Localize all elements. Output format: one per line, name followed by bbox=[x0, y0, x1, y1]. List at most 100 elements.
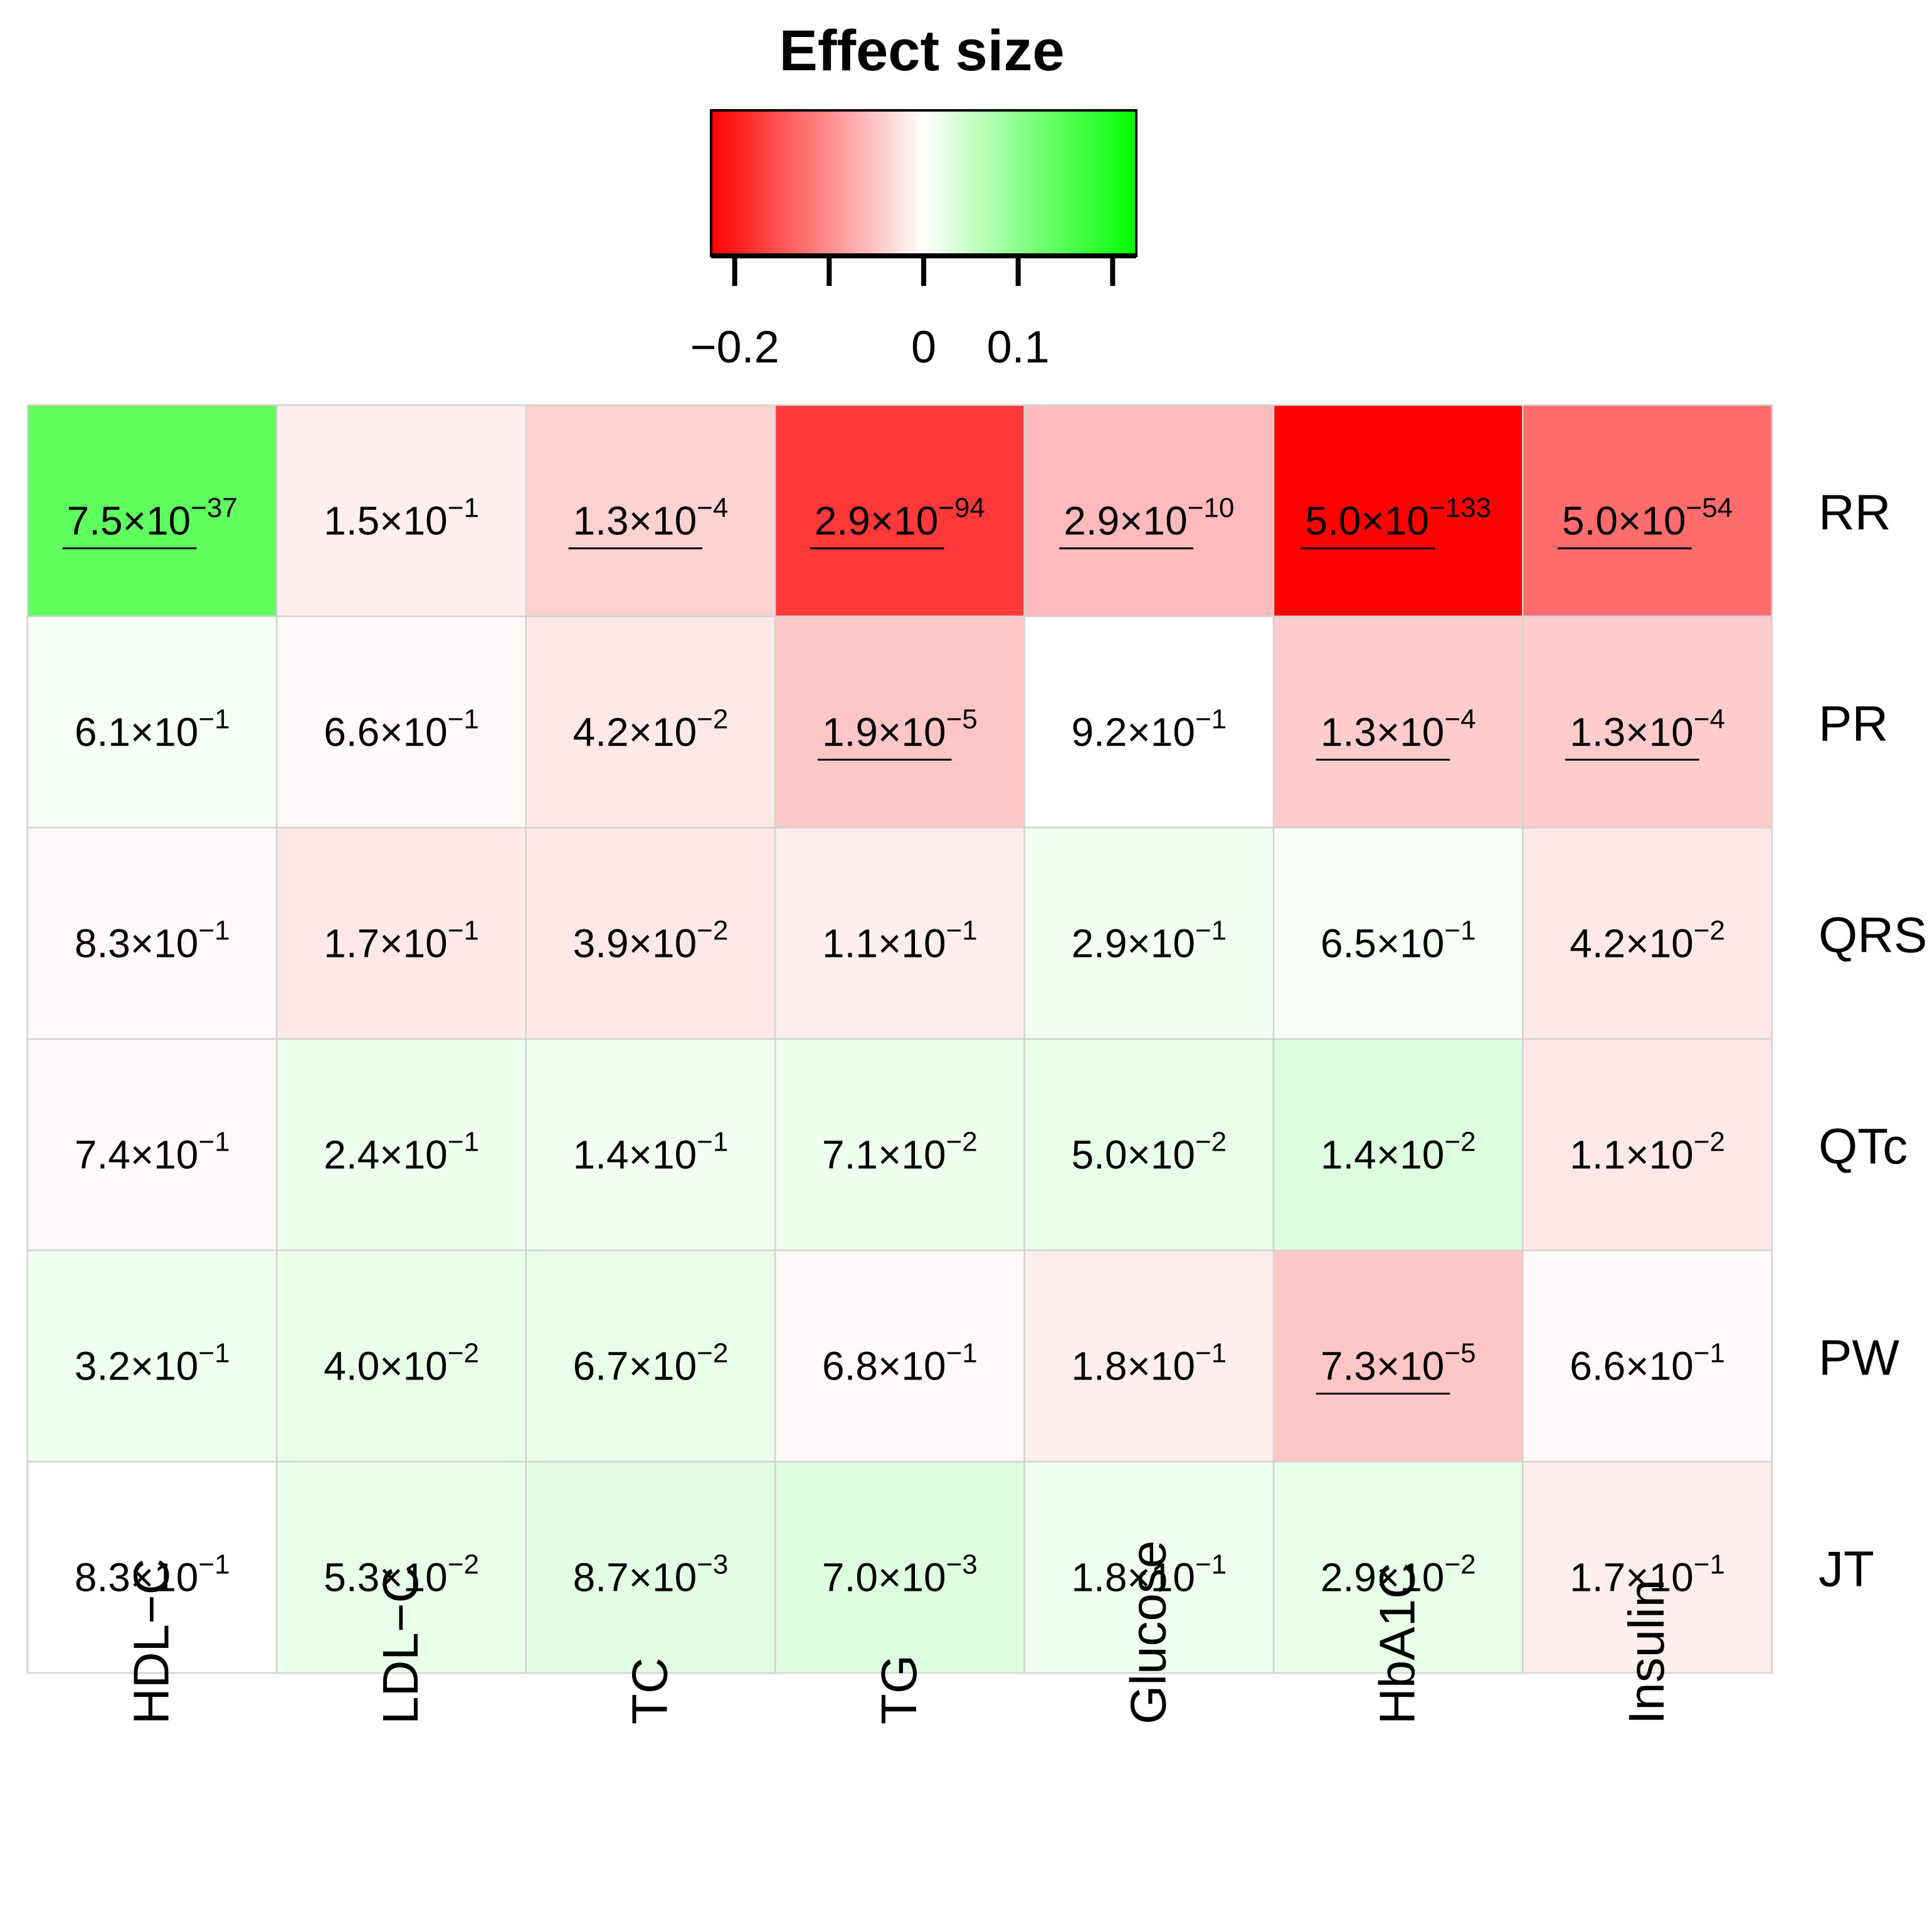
p-value-base: 3.9×10 bbox=[573, 921, 697, 966]
heatmap-cell-fill bbox=[774, 615, 1025, 829]
p-value-base: 1.4×10 bbox=[573, 1132, 697, 1178]
p-value-label: 2.9×10−10 bbox=[1064, 493, 1234, 544]
p-value-exponent: −94 bbox=[938, 493, 985, 524]
p-value-exponent: −1 bbox=[448, 1127, 479, 1158]
heatmap-cell: 1.3×10−4 bbox=[525, 404, 776, 618]
p-value-base: 5.0×10 bbox=[1305, 499, 1429, 544]
p-value-label: 7.5×10−37 bbox=[67, 493, 238, 544]
p-value-exponent: −1 bbox=[448, 704, 479, 735]
p-value-label: 4.2×10−2 bbox=[1570, 915, 1725, 966]
heatmap-cell-fill bbox=[774, 404, 1025, 618]
p-value-exponent: −1 bbox=[448, 493, 479, 524]
row-labels: RR PR QRS QTc PW JT bbox=[1819, 485, 1927, 1597]
p-value-exponent: −4 bbox=[1694, 704, 1725, 735]
heatmap-cell: 1.1×10−2 bbox=[1522, 1038, 1773, 1252]
heatmap-cell: 6.7×10−2 bbox=[525, 1249, 776, 1463]
heatmap-cell: 5.3×10−2 bbox=[276, 1460, 527, 1674]
heatmap-cell-fill bbox=[774, 1038, 1025, 1252]
p-value-base: 1.3×10 bbox=[1570, 710, 1694, 755]
p-value-label: 7.3×10−5 bbox=[1321, 1338, 1476, 1389]
p-value-base: 1.5×10 bbox=[324, 499, 448, 544]
p-value-base: 6.1×10 bbox=[75, 710, 199, 755]
heatmap-cell: 1.1×10−1 bbox=[774, 826, 1025, 1040]
p-value-base: 1.7×10 bbox=[324, 921, 448, 966]
heatmap-cell: 8.3×10−1 bbox=[26, 826, 278, 1040]
heatmap-cell-fill bbox=[1272, 615, 1524, 829]
p-value-exponent: −2 bbox=[448, 1549, 479, 1580]
heatmap-cell-fill bbox=[1272, 1249, 1524, 1463]
p-value-exponent: −1 bbox=[1694, 1549, 1725, 1580]
row-label: QTc bbox=[1819, 1119, 1908, 1174]
legend-color-bar bbox=[710, 109, 1138, 257]
p-value-base: 2.9×10 bbox=[1071, 921, 1195, 966]
p-value-base: 1.8×10 bbox=[1071, 1344, 1195, 1389]
heatmap-cell: 7.1×10−2 bbox=[774, 1038, 1025, 1252]
p-value-label: 5.0×10−133 bbox=[1305, 493, 1491, 544]
p-value-base: 6.7×10 bbox=[573, 1344, 697, 1389]
heatmap-cell-fill bbox=[774, 826, 1025, 1040]
p-value-base: 2.9×10 bbox=[1064, 499, 1188, 544]
p-value-exponent: −54 bbox=[1686, 493, 1733, 524]
p-value-base: 1.3×10 bbox=[573, 499, 697, 544]
column-label: TC bbox=[622, 1657, 678, 1724]
column-label: Insulin bbox=[1618, 1580, 1674, 1724]
heatmap-cell: 1.8×10−1 bbox=[1023, 1249, 1275, 1463]
heatmap-cell: 7.5×10−37 bbox=[26, 404, 278, 618]
p-value-exponent: −1 bbox=[1195, 1338, 1227, 1369]
p-value-label: 1.4×10−2 bbox=[1321, 1127, 1476, 1178]
p-value-exponent: −3 bbox=[697, 1549, 728, 1580]
heatmap-cell: 1.3×10−4 bbox=[1272, 615, 1524, 829]
p-value-label: 2.9×10−94 bbox=[815, 493, 985, 544]
p-value-base: 5.0×10 bbox=[1071, 1132, 1195, 1178]
heatmap-cell: 1.8×10−1 bbox=[1023, 1460, 1275, 1674]
heatmap-cell-fill bbox=[1522, 1460, 1773, 1674]
p-value-base: 7.5×10 bbox=[67, 499, 191, 544]
p-value-exponent: −2 bbox=[946, 1127, 978, 1158]
heatmap-cell-fill bbox=[26, 1460, 278, 1674]
heatmap-cell: 1.7×10−1 bbox=[1522, 1460, 1773, 1674]
p-value-label: 3.9×10−2 bbox=[573, 915, 729, 966]
heatmap-cell: 5.0×10−2 bbox=[1023, 1038, 1275, 1252]
heatmap-cell: 1.3×10−4 bbox=[1522, 615, 1773, 829]
heatmap-cell: 1.5×10−1 bbox=[276, 404, 527, 618]
p-value-label: 1.5×10−1 bbox=[324, 493, 479, 544]
p-value-label: 1.7×10−1 bbox=[324, 915, 479, 966]
heatmap-cell-fill bbox=[26, 826, 278, 1040]
p-value-label: 7.0×10−3 bbox=[822, 1549, 978, 1600]
heatmap-cell-fill bbox=[525, 1249, 776, 1463]
legend-tick-label: 0 bbox=[911, 322, 936, 372]
heatmap-cell: 1.4×10−1 bbox=[525, 1038, 776, 1252]
p-value-base: 7.0×10 bbox=[822, 1555, 946, 1600]
heatmap-cell: 6.6×10−1 bbox=[276, 615, 527, 829]
p-value-exponent: −2 bbox=[697, 704, 728, 735]
heatmap-cell: 7.0×10−3 bbox=[774, 1460, 1025, 1674]
p-value-base: 1.8×10 bbox=[1071, 1555, 1195, 1600]
p-value-base: 1.9×10 bbox=[822, 710, 946, 755]
p-value-label: 1.4×10−1 bbox=[573, 1127, 729, 1178]
p-value-label: 2.4×10−1 bbox=[324, 1127, 479, 1178]
p-value-exponent: −1 bbox=[697, 1127, 728, 1158]
heatmap-cell: 2.9×10−2 bbox=[1272, 1460, 1524, 1674]
heatmap-cell-fill bbox=[1272, 1460, 1524, 1674]
p-value-exponent: −1 bbox=[1195, 915, 1227, 946]
p-value-base: 1.3×10 bbox=[1321, 710, 1445, 755]
heatmap-cell: 6.5×10−1 bbox=[1272, 826, 1524, 1040]
heatmap-cell: 3.2×10−1 bbox=[26, 1249, 278, 1463]
p-value-label: 5.3×10−2 bbox=[324, 1549, 479, 1600]
row-label: PR bbox=[1819, 696, 1888, 752]
heatmap-cell-fill bbox=[774, 1460, 1025, 1674]
p-value-base: 1.1×10 bbox=[822, 921, 946, 966]
p-value-exponent: −4 bbox=[697, 493, 728, 524]
p-value-base: 2.9×10 bbox=[815, 499, 939, 544]
heatmap-cell: 1.4×10−2 bbox=[1272, 1038, 1524, 1252]
p-value-exponent: −1 bbox=[198, 1549, 230, 1580]
p-value-base: 7.4×10 bbox=[75, 1132, 199, 1178]
p-value-label: 6.8×10−1 bbox=[822, 1338, 978, 1389]
column-label: TG bbox=[871, 1655, 927, 1724]
p-value-exponent: −2 bbox=[448, 1338, 479, 1369]
heatmap-cell-fill bbox=[1272, 404, 1524, 618]
heatmap-cell-fill bbox=[1522, 826, 1773, 1040]
p-value-exponent: −1 bbox=[198, 915, 230, 946]
p-value-base: 9.2×10 bbox=[1071, 710, 1195, 755]
